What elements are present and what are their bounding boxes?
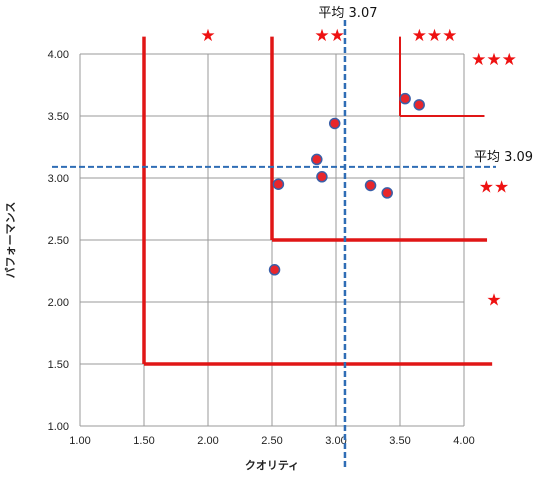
x-tick-label: 2.50 [261,435,282,447]
data-point [328,117,341,130]
y-tick-label: 3.00 [48,173,69,185]
data-point [268,264,281,276]
data-point [364,179,377,192]
data-point [311,153,323,166]
x-axis-ticks: 1.00 1.50 2.00 2.50 3.00 3.50 4.00 [69,435,474,447]
x-tick-label: 4.00 [453,435,474,447]
average-lines: 平均 3.07 平均 3.09 [52,6,533,470]
y-tick-label: 2.50 [48,235,69,247]
y-tick-label: 1.50 [48,359,69,371]
x-tick-label: 1.50 [133,435,154,447]
y-axis-title: パフォーマンス [4,202,17,279]
y-tick-label: 2.00 [48,297,69,309]
data-point [413,99,425,111]
y-tick-label: 3.50 [48,111,69,123]
zone-rating-top: ★★ [314,26,344,46]
x-tick-label: 3.50 [389,435,410,447]
x-tick-label: 3.00 [325,435,346,447]
x-axis-title: クオリティ [245,459,299,472]
x-tick-label: 1.00 [69,435,90,447]
data-point [399,92,411,105]
data-point [381,187,393,199]
data-point [316,171,328,183]
data-points [268,92,425,276]
y-tick-label: 1.00 [48,421,69,433]
average-y-label: 平均 3.09 [474,150,533,165]
zone-rating-right: ★★ [479,178,509,198]
x-tick-label: 2.00 [197,435,218,447]
zone-rating-top: ★ [200,26,215,46]
data-point [272,178,285,190]
zone-rating-right: ★ [486,291,501,311]
y-axis-ticks: 1.00 1.50 2.00 2.50 3.00 3.50 4.00 [48,49,69,433]
average-x-label: 平均 3.07 [318,6,377,21]
zone-lines [142,36,493,366]
zone-rating-labels: ★ ★★ ★★★★★★★★★ [200,26,516,311]
zone-rating-right: ★★★ [471,50,517,70]
y-tick-label: 4.00 [48,49,69,61]
zone-rating-top: ★★★ [412,26,458,46]
